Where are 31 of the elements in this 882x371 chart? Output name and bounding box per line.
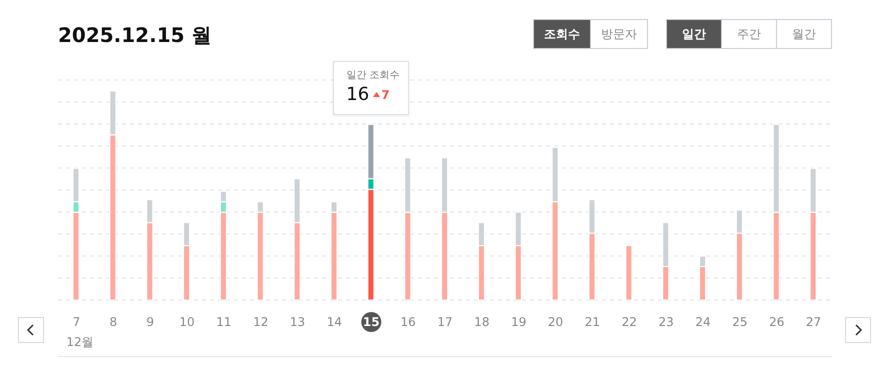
annotation: 7 (381, 88, 390, 102)
x-tick-label: 21 (584, 315, 600, 329)
x-tick-label: 22 (622, 315, 637, 329)
text: 월간 (777, 19, 832, 49)
x-tick-label: 20 (548, 315, 564, 329)
chart-title: 2025.12.15 월 (58, 22, 212, 49)
x-tick-label: 23 (658, 315, 674, 329)
bar (625, 245, 632, 300)
x-tick-label: 18 (474, 315, 490, 329)
x-tick-label: 27 (806, 315, 822, 329)
x-tick-label: 7 (72, 315, 80, 329)
x-tick-label: 19 (511, 315, 526, 329)
x-tick-label: 9 (146, 315, 154, 329)
text: 일간 (666, 19, 722, 49)
x-tick-label: 25 (732, 315, 748, 329)
x-tick-label: 11 (216, 315, 232, 329)
x-tick-label: 14 (326, 315, 342, 329)
text: 조회수 (533, 19, 591, 49)
x-axis-title: 12월 (66, 334, 94, 351)
text: 방문자 (591, 19, 648, 49)
x-tick-label: 26 (769, 315, 784, 329)
text: 주간 (722, 19, 777, 49)
x-tick-label: 13 (290, 315, 306, 329)
x-tick-label: 16 (400, 315, 416, 329)
x-tick-label: 17 (437, 315, 453, 329)
x-tick-label: 8 (109, 315, 118, 329)
x-tick-label: 24 (695, 315, 711, 329)
x-tick-label: 10 (179, 315, 195, 329)
x-tick-label: 12 (253, 315, 268, 329)
text: 일간 조회수 (346, 69, 400, 82)
annotation: 16 (346, 84, 370, 106)
